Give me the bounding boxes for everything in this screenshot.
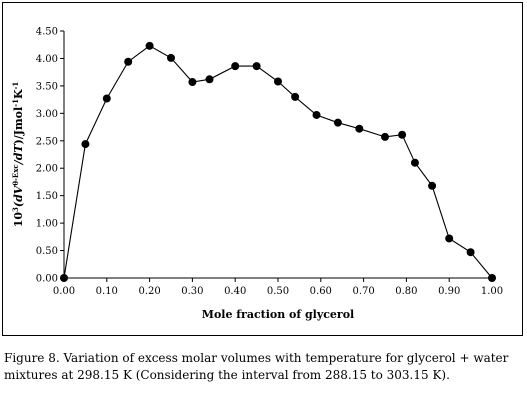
y-tick-label: 1.00	[36, 219, 58, 230]
data-point	[167, 53, 175, 62]
data-point	[410, 158, 419, 167]
data-point	[60, 274, 68, 282]
line-chart: 0.00 0.50 1.00 1.50 2.00 2.50 3.00 3.50 4.00 4.50…	[11, 27, 504, 322]
data-point	[252, 62, 261, 71]
data-point	[291, 92, 300, 101]
y-tick-label: 0.00	[36, 274, 58, 285]
axes	[63, 31, 492, 279]
data-point	[398, 130, 407, 139]
x-tick-label: 0.90	[438, 286, 460, 297]
data-point	[355, 124, 364, 133]
data-point	[145, 41, 154, 50]
y-tick-label: 2.00	[36, 164, 58, 175]
data-point	[333, 118, 342, 127]
x-tick-label: 0.00	[53, 286, 75, 297]
figure-frame	[2, 2, 523, 336]
y-title-part: )/Jmol	[12, 107, 25, 145]
data-point	[102, 94, 111, 103]
y-ticks: 0.00 0.50 1.00 1.50 2.00 2.50 3.00 3.50 4.00 4.50	[36, 27, 64, 285]
x-tick-label: 0.50	[267, 286, 289, 297]
data-point	[188, 78, 197, 87]
y-title-part: -1	[11, 82, 20, 90]
data-point	[381, 132, 389, 141]
x-axis-title: Mole fraction of glycerol	[202, 308, 354, 321]
y-title-part: (dV	[12, 184, 25, 207]
data-point	[231, 62, 240, 71]
y-title-part: K	[12, 89, 25, 99]
y-tick-label: 3.50	[36, 81, 58, 92]
data-point	[466, 248, 475, 257]
figure-caption: Figure 8. Variation of excess molar volu…	[4, 351, 509, 382]
data-point	[428, 181, 437, 190]
y-title-part: /dT	[12, 144, 25, 166]
y-title-part: 3	[11, 207, 20, 212]
data-points	[60, 41, 496, 282]
data-point	[81, 140, 90, 149]
x-ticks: 0.00 0.10 0.20 0.30 0.40 0.50 0.60 0.70 0.80 0.90…	[53, 278, 503, 297]
data-point	[312, 110, 321, 119]
y-tick-label: 2.50	[36, 136, 58, 147]
y-tick-label: 0.50	[36, 246, 58, 257]
y-tick-label: 3.00	[36, 109, 58, 120]
y-axis-title: 103(dVθ-Exc/dT)/Jmol-1K-1	[11, 82, 26, 228]
x-tick-label: 0.10	[96, 286, 118, 297]
series-line	[63, 45, 493, 279]
y-tick-label: 4.00	[36, 54, 58, 65]
data-point	[124, 57, 133, 66]
x-tick-label: 0.70	[352, 286, 374, 297]
data-point	[274, 77, 282, 86]
y-title-part: -1	[11, 99, 20, 107]
y-title-part: 10	[12, 212, 25, 228]
data-point	[205, 75, 214, 84]
y-tick-label: 4.50	[36, 27, 58, 38]
y-title-part: θ-Exc	[11, 164, 20, 185]
data-point	[488, 274, 496, 282]
x-tick-label: 0.60	[310, 286, 332, 297]
x-tick-label: 0.80	[395, 286, 417, 297]
x-tick-label: 0.40	[224, 286, 246, 297]
data-point	[445, 234, 454, 243]
y-tick-label: 1.50	[36, 191, 58, 202]
x-tick-label: 0.30	[181, 286, 203, 297]
x-tick-label: 0.20	[138, 286, 160, 297]
x-tick-label: 1.00	[481, 286, 503, 297]
